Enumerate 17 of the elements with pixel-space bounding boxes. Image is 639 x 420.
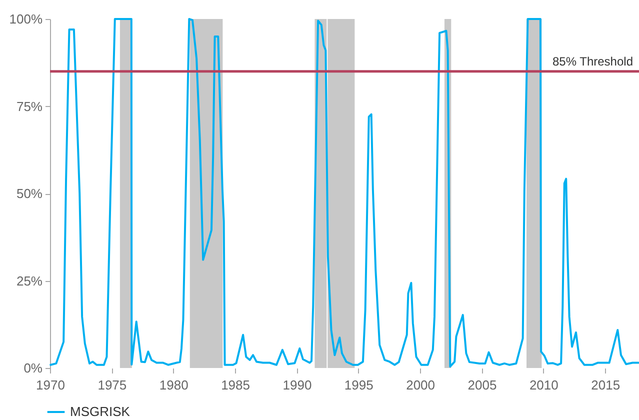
x-tick-label: 1980	[159, 378, 188, 392]
x-tick-label: 1990	[282, 378, 312, 392]
x-tick-label: 1995	[344, 378, 374, 392]
legend-label: MSGRISK	[70, 404, 130, 419]
y-tick-label: 100%	[9, 12, 43, 26]
x-tick-label: 2000	[406, 378, 436, 392]
y-tick-label: 0%	[24, 360, 43, 376]
x-tick-label: 2015	[591, 378, 620, 392]
x-tick-label: 2005	[468, 378, 497, 392]
y-tick-label: 75%	[16, 98, 43, 114]
x-tick-label: 2010	[529, 378, 558, 392]
y-tick-label: 50%	[16, 186, 43, 201]
x-tick-label: 1970	[36, 378, 65, 392]
x-tick-label: 1985	[221, 378, 250, 392]
y-tick-label: 25%	[16, 273, 43, 288]
ref-line-label: 85% Threshold	[552, 54, 633, 68]
x-tick-label: 1975	[98, 378, 127, 392]
